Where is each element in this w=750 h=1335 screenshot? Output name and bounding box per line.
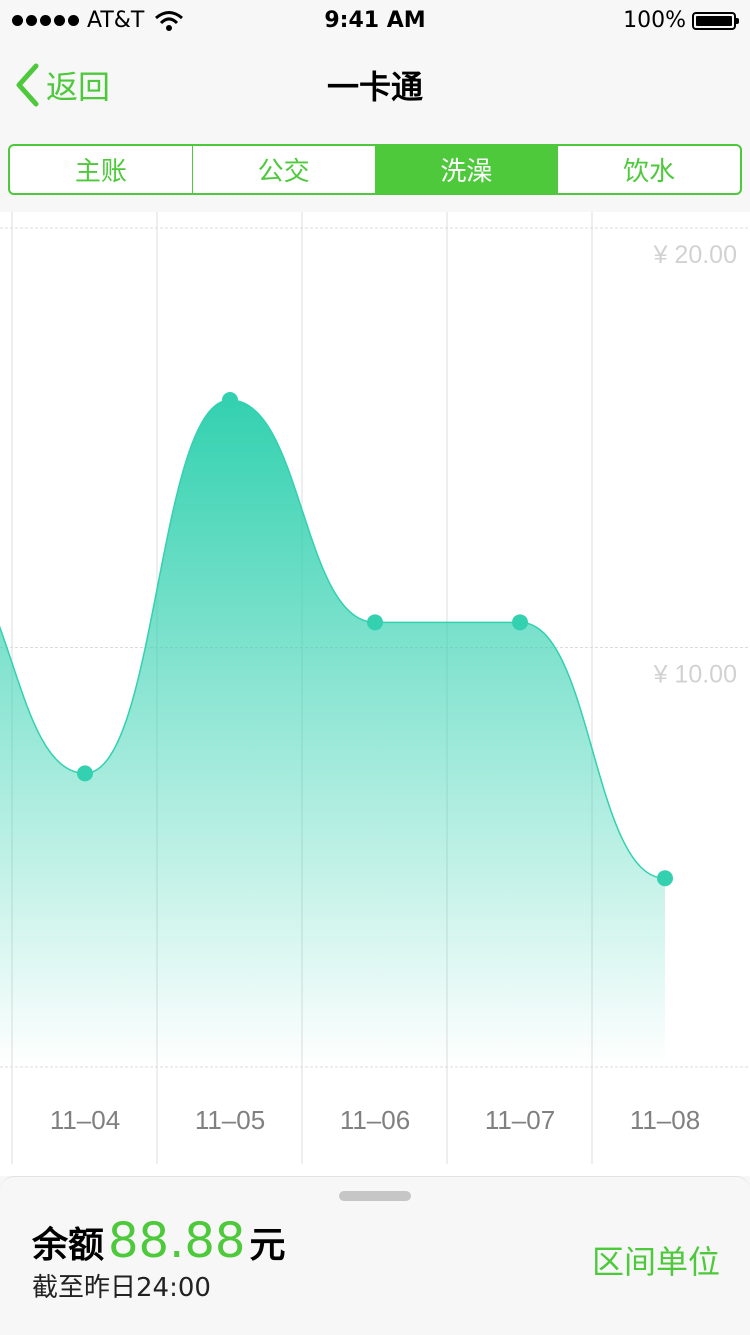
x-tick-label-11-08: 11–08 <box>630 1105 700 1135</box>
segmented-control: 主账 公交 洗澡 饮水 <box>8 144 742 195</box>
x-tick-label-11-04: 11–04 <box>50 1105 120 1135</box>
battery-icon <box>692 11 739 30</box>
nav-bar: 返回 一卡通 <box>0 42 750 130</box>
chart-area[interactable]: ¥ 20.00 ¥ 10.00 11–04 11–05 11–06 11–07 11–08 <box>0 212 750 1176</box>
balance-unit: 元 <box>249 1225 286 1266</box>
signal-icon <box>12 15 79 26</box>
battery-percent: 100% <box>623 8 686 33</box>
bottom-sheet[interactable]: 余额 88.88 元 截至昨日24:00 区间单位 <box>0 1176 750 1335</box>
range-unit-button[interactable]: 区间单位 <box>591 1243 720 1281</box>
series-line <box>0 399 666 879</box>
data-point-11-05 <box>222 391 238 408</box>
y-tick-label-0: ¥ 20.00 <box>653 241 737 269</box>
carrier-label: AT&T <box>87 8 145 33</box>
tab-water[interactable]: 饮水 <box>623 157 676 187</box>
battery-group: 100% <box>623 8 739 33</box>
balance-amount: 88.88 <box>108 1213 246 1269</box>
x-tick-label-11-06: 11–06 <box>340 1105 410 1135</box>
balance-label: 余额 <box>32 1225 105 1266</box>
back-label: 返回 <box>46 68 111 106</box>
tab-shower[interactable]: 洗澡 <box>375 146 559 193</box>
wifi-icon <box>155 10 184 31</box>
status-bar: AT&T 9:41 AM 100% <box>0 0 750 42</box>
chevron-left-icon <box>16 63 39 107</box>
data-point-11-04 <box>77 765 93 782</box>
tab-main-account[interactable]: 主账 <box>10 146 193 193</box>
back-button[interactable]: 返回 <box>14 60 110 110</box>
data-point-11-07 <box>512 614 528 631</box>
as-of-text: 截至昨日24:00 <box>32 1273 211 1303</box>
status-time: 9:41 AM <box>324 8 426 33</box>
balance-row: 余额 88.88 元 <box>32 1213 285 1269</box>
x-tick-label-11-07: 11–07 <box>485 1105 555 1135</box>
sheet-grabber[interactable] <box>339 1191 411 1201</box>
x-tick-label-11-05: 11–05 <box>195 1105 265 1135</box>
tab-bus[interactable]: 公交 <box>193 146 376 193</box>
area-fill <box>0 399 665 1067</box>
data-point-11-06 <box>367 614 383 631</box>
data-point-11-08 <box>657 870 673 887</box>
spending-chart: ¥ 20.00 ¥ 10.00 11–04 11–05 11–06 11–07 11–08 <box>0 212 750 1164</box>
y-tick-label-1: ¥ 10.00 <box>653 661 737 689</box>
page-title: 一卡通 <box>326 68 423 106</box>
carrier-group: AT&T <box>12 8 184 33</box>
